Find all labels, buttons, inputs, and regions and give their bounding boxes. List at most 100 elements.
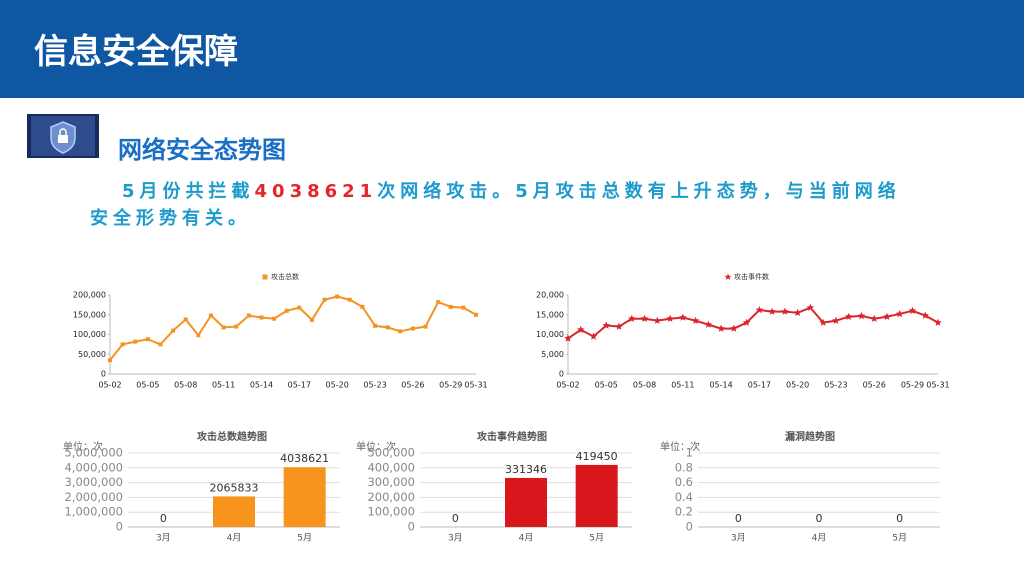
marker (883, 312, 891, 320)
y-tick-label: 500,000 (367, 446, 415, 460)
x-tick-label: 05-17 (748, 381, 771, 390)
y-tick-label: 0.2 (675, 505, 693, 519)
x-tick-label: 05-08 (633, 381, 656, 390)
marker (628, 314, 636, 322)
x-tick-label: 3月 (156, 533, 171, 544)
chart-title: 攻击总数趋势图 (197, 430, 267, 443)
marker (360, 304, 365, 309)
marker (385, 325, 390, 330)
x-tick-label: 4月 (519, 533, 534, 544)
marker (284, 308, 289, 313)
y-tick-label: 100,000 (367, 505, 415, 519)
marker (844, 312, 853, 320)
shield-icon (27, 114, 99, 158)
marker (602, 321, 611, 329)
y-tick-label: 15,000 (536, 310, 564, 319)
x-tick-label: 4月 (812, 533, 827, 544)
marker (461, 305, 466, 310)
marker (410, 326, 415, 331)
y-tick-label: 1 (686, 446, 693, 460)
x-tick-label: 05-11 (212, 381, 235, 390)
y-tick-label: 5,000 (541, 350, 564, 359)
x-tick-label: 05-23 (824, 381, 847, 390)
y-tick-label: 5,000,000 (64, 446, 123, 460)
y-tick-label: 0.8 (675, 460, 693, 474)
y-tick-label: 2,000,000 (64, 490, 123, 504)
x-tick-label: 05-29 (901, 381, 924, 390)
x-tick-label: 05-20 (326, 381, 349, 390)
line (567, 306, 939, 340)
marker (908, 306, 917, 314)
marker (474, 312, 478, 317)
marker (183, 317, 188, 322)
y-tick-label: 20,000 (536, 291, 564, 300)
x-tick-label: 5月 (589, 533, 604, 544)
y-tick-label: 0 (101, 370, 106, 379)
data-label: 331346 (505, 463, 547, 476)
marker (615, 322, 623, 330)
marker (347, 297, 352, 302)
marker (196, 333, 201, 338)
x-tick-label: 05-17 (288, 381, 311, 390)
data-label: 0 (896, 512, 903, 525)
x-tick-label: 05-26 (863, 381, 886, 390)
marker (448, 304, 453, 309)
x-tick-label: 05-05 (595, 381, 618, 390)
marker (272, 316, 277, 321)
data-label: 0 (816, 512, 823, 525)
marker (577, 325, 585, 333)
x-tick-label: 05-29 (439, 381, 462, 390)
y-tick-label: 100,000 (73, 330, 106, 339)
marker (934, 318, 942, 326)
y-tick-label: 3,000,000 (64, 475, 123, 489)
marker (398, 329, 403, 334)
data-label: 419450 (576, 450, 618, 463)
marker (171, 328, 176, 333)
marker (208, 313, 213, 318)
marker (755, 306, 764, 314)
marker (640, 314, 649, 322)
marker (373, 323, 378, 328)
legend-label: 攻击总数 (271, 272, 299, 281)
y-tick-label: 0 (408, 520, 415, 534)
marker (309, 317, 314, 322)
marker (742, 318, 751, 326)
marker (768, 307, 776, 315)
marker (921, 311, 929, 319)
marker (832, 316, 840, 324)
marker (158, 342, 163, 347)
marker (436, 300, 441, 305)
section-heading: 网络安全态势图 (118, 136, 286, 164)
chart-title: 攻击事件趋势图 (477, 430, 547, 443)
data-label: 0 (160, 512, 167, 525)
marker (234, 324, 239, 329)
bar (575, 464, 618, 527)
data-label: 0 (452, 512, 459, 525)
y-tick-label: 200,000 (73, 291, 106, 300)
legend-marker (262, 274, 268, 280)
marker (259, 315, 264, 320)
marker (564, 334, 572, 342)
y-tick-label: 10,000 (536, 330, 564, 339)
marker (819, 318, 827, 326)
marker (793, 308, 802, 316)
marker (322, 297, 327, 302)
bar (505, 477, 547, 527)
x-tick-label: 05-31 (926, 381, 949, 390)
marker (870, 314, 878, 322)
x-tick-label: 05-31 (464, 381, 487, 390)
x-tick-label: 05-02 (98, 381, 121, 390)
y-tick-label: 0.4 (675, 490, 693, 504)
marker (133, 339, 138, 344)
marker (221, 325, 226, 330)
marker (666, 314, 674, 322)
legend-label: 攻击事件数 (734, 272, 769, 281)
x-tick-label: 05-14 (250, 381, 273, 390)
y-tick-label: 150,000 (73, 310, 106, 319)
line (109, 295, 477, 361)
marker (730, 324, 738, 332)
marker (297, 305, 302, 310)
x-tick-label: 05-20 (786, 381, 809, 390)
